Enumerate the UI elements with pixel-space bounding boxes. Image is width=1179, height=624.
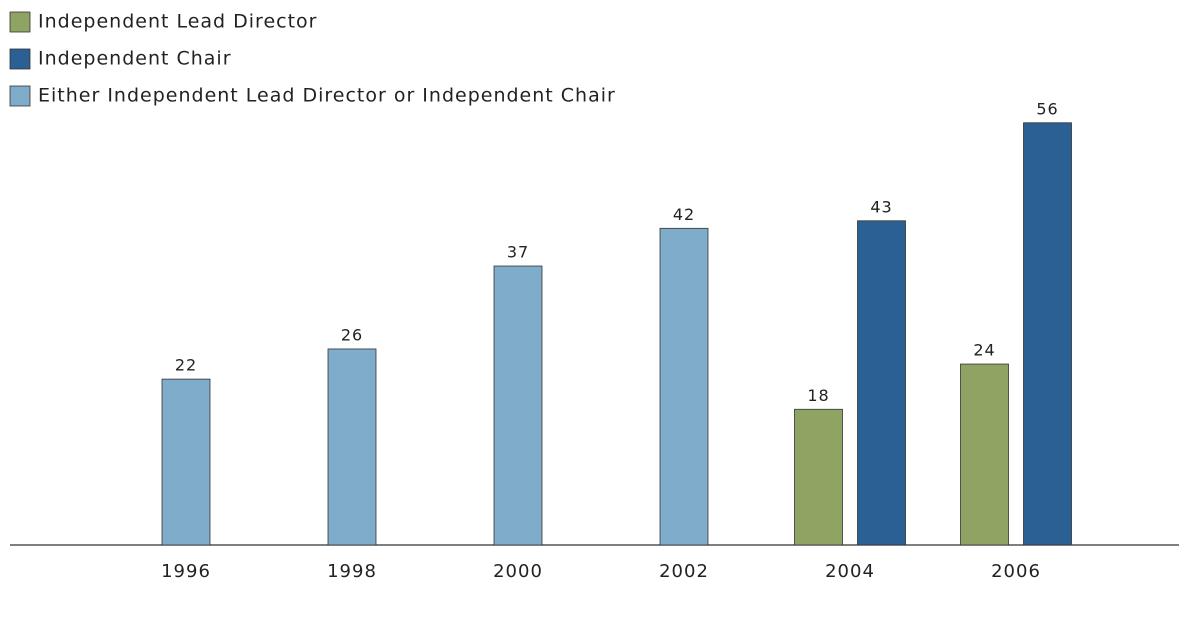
bar [794, 408, 843, 546]
value-label: 42 [673, 205, 695, 224]
value-label: 26 [341, 325, 363, 344]
legend-label: Independent Chair [38, 48, 232, 70]
value-label: 24 [973, 341, 995, 360]
legend-swatch [9, 85, 31, 107]
x-tick-label: 2002 [659, 561, 709, 582]
x-tick-label: 2000 [493, 561, 543, 582]
value-label: 43 [870, 197, 892, 216]
x-tick-label: 2006 [991, 561, 1041, 582]
legend-label: Either Independent Lead Director or Inde… [38, 85, 616, 107]
bar [327, 348, 377, 546]
x-tick-label: 2004 [825, 561, 875, 582]
value-label: 37 [507, 243, 529, 262]
bar [659, 227, 709, 546]
legend-label: Independent Lead Director [38, 11, 317, 33]
bar [1023, 122, 1072, 546]
value-label: 18 [807, 386, 829, 405]
bar [493, 265, 543, 546]
value-label: 56 [1036, 99, 1058, 118]
x-tick-label: 1998 [327, 561, 377, 582]
legend-swatch [9, 11, 31, 33]
bar [161, 378, 211, 546]
bar [857, 220, 906, 546]
x-tick-label: 1996 [161, 561, 211, 582]
bar [960, 363, 1009, 546]
value-label: 22 [175, 356, 197, 375]
legend-swatch [9, 48, 31, 70]
